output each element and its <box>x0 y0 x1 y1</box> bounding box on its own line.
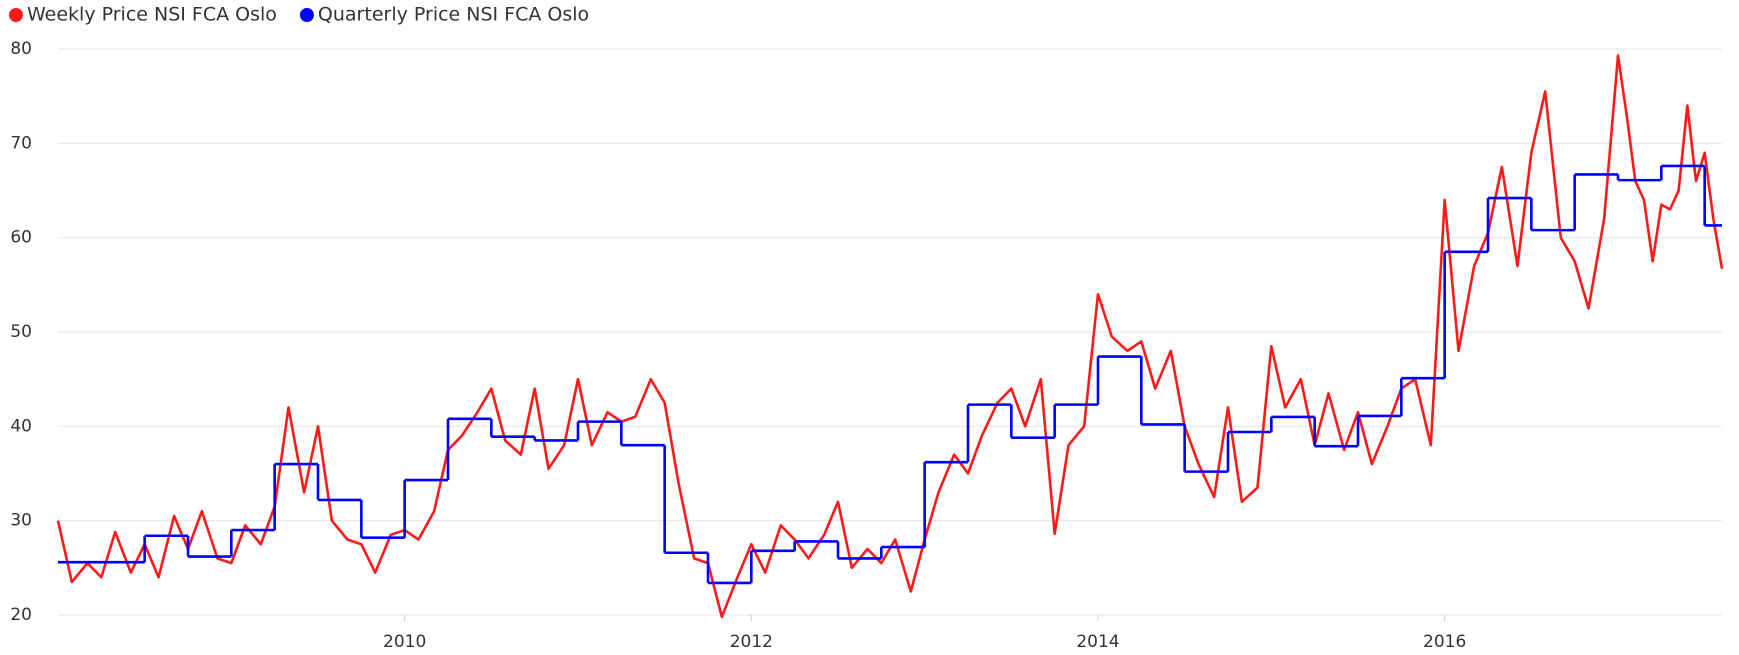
y-tick-label: 80 <box>10 39 32 59</box>
legend-marker <box>9 8 23 22</box>
legend-label: Quarterly Price NSI FCA Oslo <box>318 4 589 26</box>
legend-label: Weekly Price NSI FCA Oslo <box>27 4 277 26</box>
step-line <box>58 164 1722 585</box>
series-line <box>56 54 1724 619</box>
y-tick-label: 70 <box>10 133 32 153</box>
y-tick-label: 60 <box>10 228 32 248</box>
y-tick-label: 20 <box>10 605 32 625</box>
legend-marker <box>299 8 314 22</box>
x-tick-label: 2010 <box>383 632 426 652</box>
y-tick-label: 30 <box>10 511 32 531</box>
x-tick-label: 2012 <box>730 632 773 652</box>
x-tick-label: 2014 <box>1076 632 1119 652</box>
x-tick-label: 2016 <box>1423 632 1466 652</box>
y-tick-label: 50 <box>10 322 32 342</box>
legend: Weekly Price NSI FCA Oslo Quarterly Price… <box>9 4 589 26</box>
y-tick-label: 40 <box>10 416 32 436</box>
